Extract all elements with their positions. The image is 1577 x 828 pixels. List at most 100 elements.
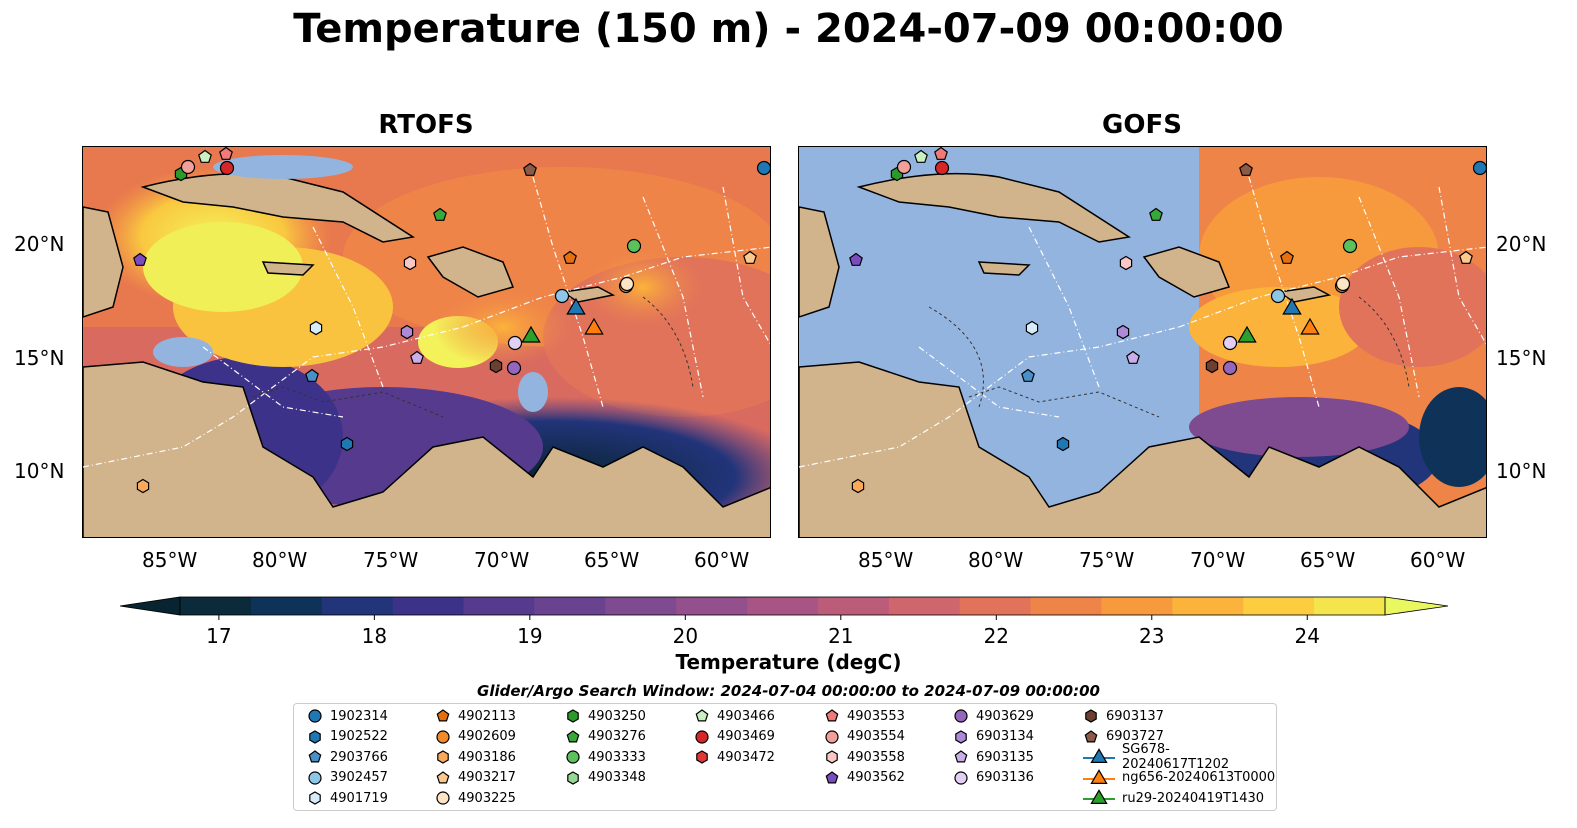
- float-marker: [410, 350, 424, 364]
- lat-tick-20-right: 20°N: [1496, 232, 1547, 256]
- float-marker: [507, 335, 523, 351]
- float-marker: [1205, 358, 1219, 374]
- pentagon-marker-icon: [566, 729, 580, 742]
- float-marker: [305, 368, 319, 382]
- legend-label: 1902314: [330, 708, 388, 724]
- colorbar-bin: [1172, 597, 1244, 615]
- hexagon-marker-icon: [696, 750, 708, 764]
- float-marker: [521, 325, 541, 343]
- colorbar-tick-label: 18: [362, 624, 387, 648]
- colorbar-bin: [180, 597, 252, 615]
- float-marker: [1300, 317, 1320, 335]
- legend-item: 6903136: [952, 768, 1034, 788]
- float-marker: [400, 324, 414, 340]
- legend-item: 6903727: [1082, 727, 1164, 747]
- colorbar-bin: [888, 597, 961, 615]
- legend-label: 4902609: [458, 729, 516, 744]
- float-marker: [433, 207, 447, 221]
- lat-tick-10-left: 10°N: [14, 459, 65, 483]
- float-marker: [1222, 360, 1238, 376]
- float-marker: [219, 146, 233, 160]
- float-marker: [934, 146, 948, 160]
- legend-label: 4903554: [847, 729, 905, 744]
- pentagon-marker-icon: [436, 770, 450, 783]
- float-marker: [1056, 436, 1070, 452]
- float-marker: [1119, 255, 1133, 271]
- colorbar-tick-label: 19: [517, 624, 542, 648]
- float-marker: [584, 317, 604, 335]
- colorbar-bin: [817, 597, 890, 615]
- pentagon-marker-icon: [954, 750, 968, 763]
- float-marker: [849, 252, 863, 266]
- legend-item: 2903766: [306, 747, 388, 767]
- panel-title-gofs: GOFS: [1102, 110, 1182, 140]
- colorbar-under-arrow: [119, 596, 181, 616]
- float-marker: [309, 320, 323, 336]
- legend-label: 4903225: [458, 790, 516, 806]
- legend-item: 4903186: [434, 747, 516, 767]
- legend-item: 4903250: [564, 706, 646, 726]
- legend-item: 6903137: [1082, 706, 1164, 726]
- colorbar-bin: [1030, 597, 1103, 615]
- float-marker: [1282, 297, 1302, 315]
- legend-label: 4903469: [717, 729, 775, 744]
- float-marker: [133, 252, 147, 266]
- float-marker: [1472, 160, 1488, 176]
- float-marker: [1239, 162, 1253, 176]
- float-marker: [914, 149, 928, 163]
- legend-item: ru29-20240419T1430: [1082, 788, 1264, 808]
- lon-tick-75-right: 75°W: [1079, 548, 1135, 572]
- legend-item: 4903472: [693, 747, 775, 767]
- hexagon-marker-icon: [955, 729, 967, 744]
- float-marker: [1459, 250, 1473, 264]
- float-marker: [851, 478, 865, 494]
- float-marker: [180, 159, 196, 175]
- rtofs-map[interactable]: [82, 146, 771, 538]
- colorbar-tick-label: 21: [828, 624, 853, 648]
- legend-item: 6903135: [952, 747, 1034, 767]
- legend-label: SG678-20240617T1202: [1122, 742, 1230, 772]
- float-marker: [554, 288, 570, 304]
- float-marker: [566, 297, 586, 315]
- legend-label: 6903727: [1106, 729, 1164, 744]
- legend-item: 4903225: [434, 788, 516, 808]
- lat-tick-20-left: 20°N: [14, 232, 65, 256]
- colorbar-bin: [1101, 597, 1173, 615]
- legend-label: 4901719: [330, 790, 388, 806]
- float-marker: [1270, 288, 1286, 304]
- lon-tick-65-left: 65°W: [584, 548, 640, 572]
- float-marker: [896, 159, 912, 175]
- circle-marker-icon: [436, 791, 450, 805]
- hexagon-marker-icon: [567, 709, 579, 723]
- colorbar-tick-label: 23: [1139, 624, 1164, 648]
- legend-label: ru29-20240419T1430: [1122, 790, 1265, 806]
- legend-label: 4903629: [976, 708, 1034, 724]
- colorbar-label: Temperature (degC): [675, 650, 902, 674]
- colorbar-bin: [676, 597, 748, 615]
- legend-item: 1902522: [306, 727, 388, 747]
- legend-label: 4903558: [847, 749, 905, 765]
- legend-label: 4903553: [847, 708, 905, 724]
- colorbar-bin: [534, 597, 606, 615]
- lon-tick-85-right: 85°W: [858, 548, 914, 572]
- legend-label: 4903333: [588, 749, 646, 765]
- float-marker: [1280, 250, 1294, 264]
- colorbar-bin: [959, 597, 1032, 615]
- lat-tick-15-right: 15°N: [1496, 346, 1547, 370]
- hexagon-marker-icon: [309, 791, 321, 805]
- float-marker: [1025, 320, 1039, 336]
- legend-label: 4903348: [588, 770, 646, 785]
- legend-item: 4901719: [306, 788, 388, 808]
- float-marker: [1126, 350, 1140, 364]
- panel-title-rtofs: RTOFS: [378, 110, 474, 140]
- figure-title: Temperature (150 m) - 2024-07-09 00:00:0…: [293, 6, 1284, 52]
- colorbar-bin: [1243, 597, 1315, 615]
- legend-item: 4903276: [564, 727, 646, 747]
- legend-label: 4903250: [588, 708, 646, 724]
- circle-marker-icon: [436, 729, 450, 744]
- legend: 1902314 1902522 2903766 3902457 4901719 49021…: [293, 703, 1277, 811]
- colorbar-bin: [321, 597, 394, 615]
- hexagon-marker-icon: [1085, 709, 1097, 723]
- lon-tick-70-left: 70°W: [474, 548, 530, 572]
